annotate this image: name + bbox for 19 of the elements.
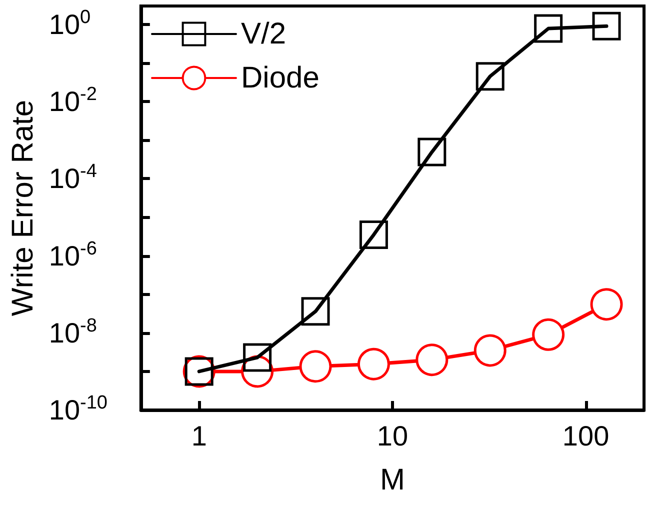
x-axis-title: M: [380, 464, 405, 496]
x-tick-label: 1: [191, 420, 207, 452]
legend-label: V/2: [241, 18, 286, 50]
point: [357, 348, 390, 380]
point: [416, 344, 448, 376]
point: [532, 318, 565, 351]
point: [474, 334, 506, 367]
point: [476, 62, 504, 91]
point: [299, 350, 332, 383]
point: [592, 12, 621, 40]
x-tick-label: 100: [562, 420, 610, 452]
point: [418, 138, 446, 166]
legend-label: Diode: [241, 62, 320, 94]
point: [590, 288, 623, 321]
point: [359, 220, 388, 250]
y-axis-title: Write Error Rate: [6, 100, 40, 316]
x-tick-label: 10: [376, 420, 408, 452]
point: [534, 14, 563, 43]
point: [301, 297, 330, 326]
